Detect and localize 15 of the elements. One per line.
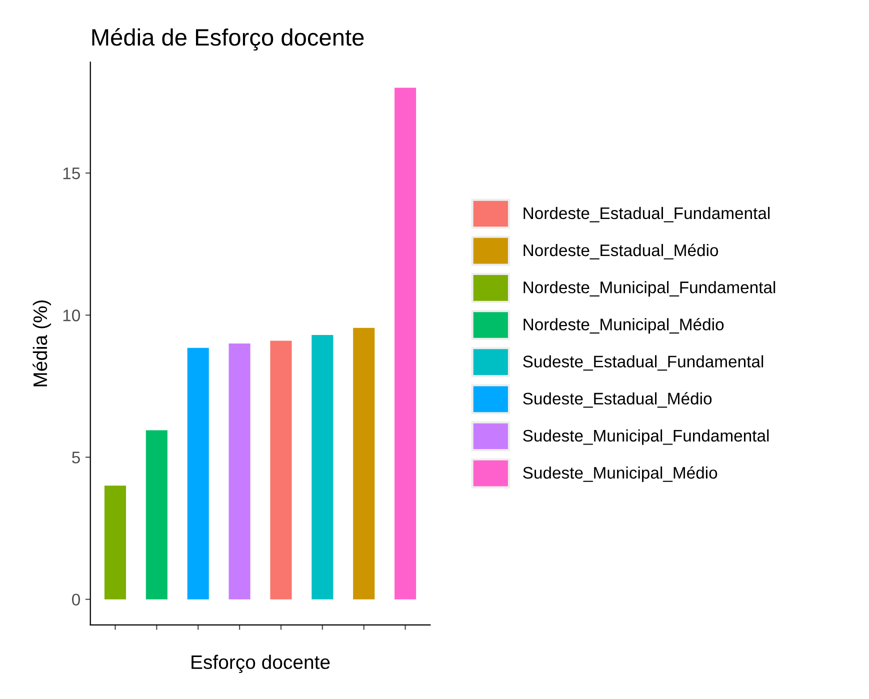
chart-title: Média de Esforço docente: [92, 28, 364, 51]
legend-label: Sudeste_Estadual_Fundamental: [523, 355, 764, 371]
y-tick-label: 0: [72, 594, 80, 606]
legend-label: Sudeste_Municipal_Fundamental: [523, 429, 769, 445]
y-axis-title: Média (%): [32, 300, 51, 386]
y-tick-label: 15: [63, 168, 80, 180]
legend-label: Nordeste_Estadual_Fundamental: [524, 206, 770, 222]
legend-label: Sudeste_Estadual_Médio: [523, 392, 712, 408]
legend-label: Nordeste_Estadual_Médio: [524, 244, 718, 260]
y-tick-label: 5: [72, 452, 80, 464]
x-axis-title: Esforço docente: [192, 654, 330, 673]
legend-label: Nordeste_Municipal_Fundamental: [524, 281, 776, 297]
legend-label: Nordeste_Municipal_Médio: [524, 318, 724, 334]
legend-label: Sudeste_Municipal_Médio: [523, 466, 718, 482]
y-tick-label: 10: [63, 310, 80, 322]
